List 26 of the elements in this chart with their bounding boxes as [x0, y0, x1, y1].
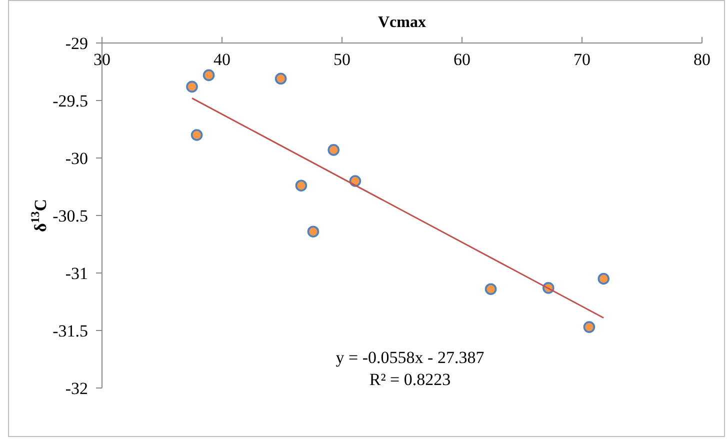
x-tick-label: 60 — [454, 50, 470, 69]
point — [328, 144, 340, 156]
y-tick-label: -32 — [65, 379, 88, 398]
point — [307, 226, 320, 238]
point — [274, 72, 287, 85]
x-tick-label: 40 — [214, 50, 230, 69]
annotation: y = -0.0558x - 27.387 — [336, 348, 485, 367]
x-tick-label: 30 — [94, 50, 110, 69]
point — [484, 283, 497, 295]
y-tick-label: -29.5 — [52, 92, 88, 111]
point — [598, 272, 610, 285]
x-axis-title: Vcmax — [378, 14, 426, 31]
y-tick-label: -31.5 — [52, 322, 88, 341]
point — [583, 321, 596, 333]
annotation: R² = 0.8223 — [369, 370, 451, 389]
x-tick-label: 80 — [694, 50, 710, 69]
y-tick-label: -30.5 — [52, 206, 88, 226]
y-tick-label: -30 — [65, 149, 88, 168]
point — [186, 80, 198, 93]
point — [202, 69, 215, 82]
point — [295, 180, 308, 192]
point — [190, 129, 203, 141]
y-tick-label: -29 — [65, 34, 88, 54]
y-tick-label: -31 — [65, 264, 88, 284]
x-tick-label: 70 — [574, 50, 590, 69]
x-tick-label: 50 — [334, 50, 350, 69]
